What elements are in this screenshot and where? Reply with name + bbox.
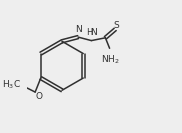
Text: N: N (75, 25, 82, 34)
Text: N: N (90, 28, 97, 37)
Text: H: H (86, 28, 93, 37)
Text: S: S (114, 21, 119, 30)
Text: NH$_2$: NH$_2$ (101, 54, 120, 66)
Text: H$_3$C: H$_3$C (1, 78, 20, 91)
Text: O: O (35, 92, 42, 101)
